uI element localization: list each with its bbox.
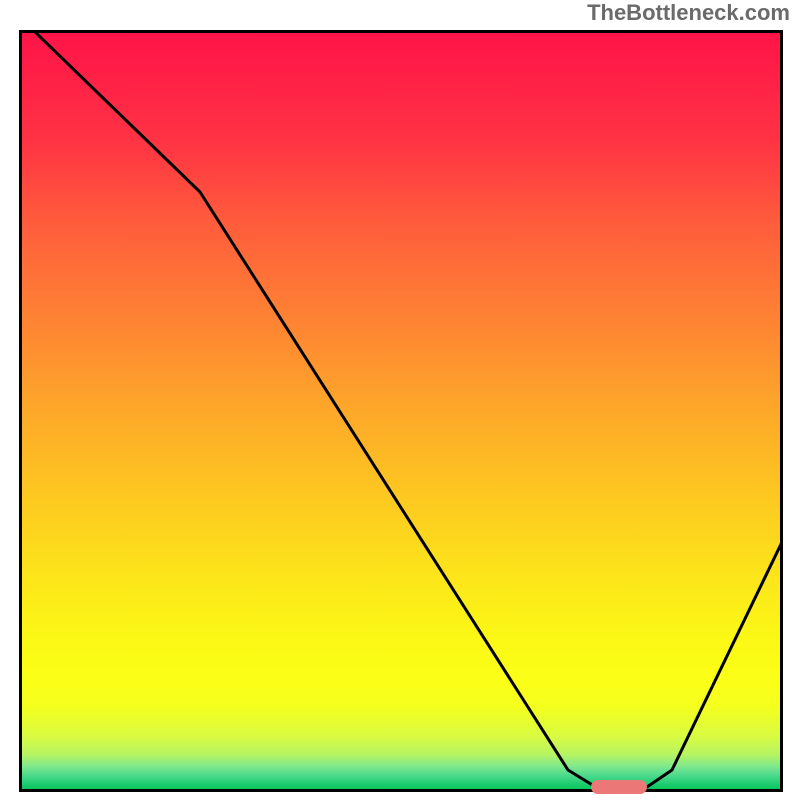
gradient-background	[22, 33, 780, 789]
optimal-marker	[591, 780, 647, 794]
watermark-text: TheBottleneck.com	[587, 0, 790, 26]
chart-svg	[22, 33, 780, 789]
plot-area	[19, 30, 783, 792]
bottleneck-curve	[33, 33, 780, 787]
chart-root: { "watermark": { "text": "TheBottleneck.…	[0, 0, 800, 800]
